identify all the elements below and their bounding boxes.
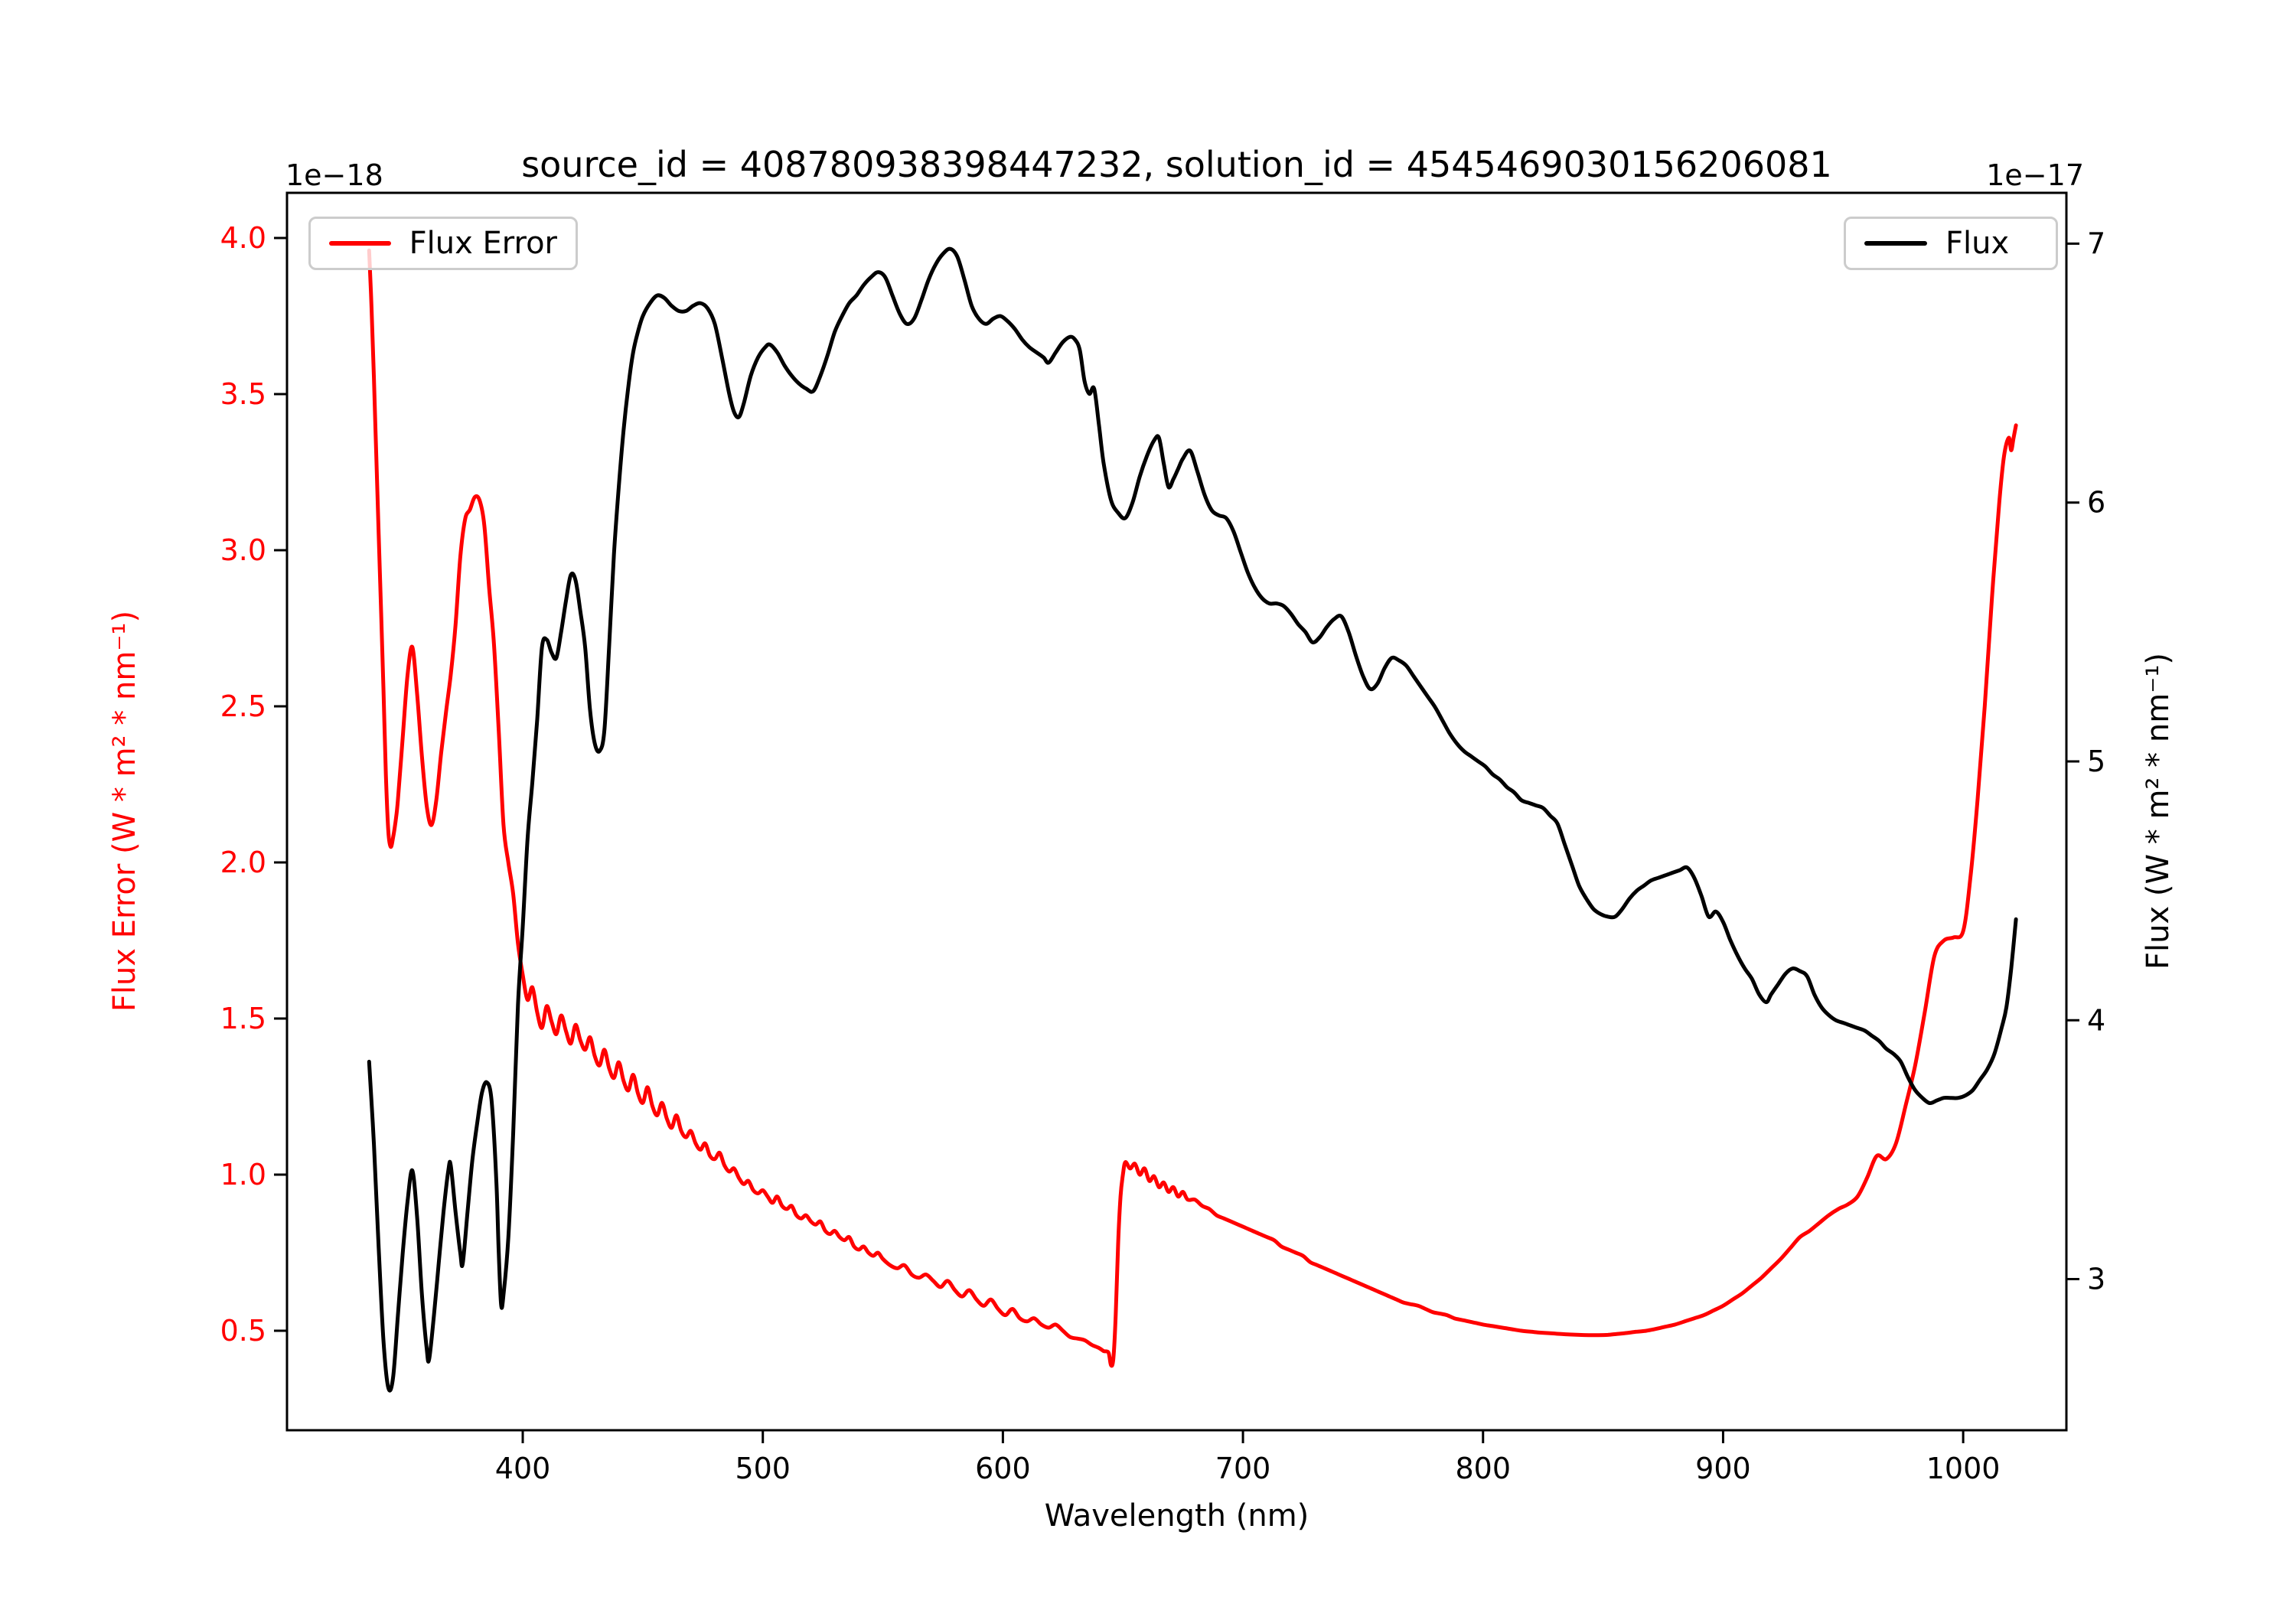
x-tick-label: 800 xyxy=(1455,1452,1511,1485)
legend-flux-error: Flux Error xyxy=(308,217,578,270)
y-tick-label-right: 7 xyxy=(2087,227,2105,260)
y-tick-label-left: 1.5 xyxy=(220,1002,266,1035)
axes-frame xyxy=(285,191,2068,1432)
y-axis-left-label: Flux Error (W * m² * nm⁻¹) xyxy=(107,610,142,1012)
legend-flux: Flux xyxy=(1844,217,2058,270)
y-tick-label-right: 4 xyxy=(2087,1003,2105,1037)
x-tick-label: 900 xyxy=(1695,1452,1751,1485)
y-tick-label-left: 4.0 xyxy=(220,221,266,255)
flux-line-swatch xyxy=(1864,241,1927,246)
legend-label-flux-error: Flux Error xyxy=(409,226,557,261)
y-tick-label-right: 3 xyxy=(2087,1263,2105,1296)
y-axis-left-offset-text: 1e−18 xyxy=(285,158,383,192)
y-tick-label-left: 3.0 xyxy=(220,533,266,567)
chart-title: source_id = 408780938398447232, solution… xyxy=(521,144,1832,185)
x-tick-label: 700 xyxy=(1215,1452,1271,1485)
y-tick-label-left: 0.5 xyxy=(220,1314,266,1348)
legend-label-flux: Flux xyxy=(1945,226,2010,261)
y-axis-right-label: Flux (W * m² * nm⁻¹) xyxy=(2141,653,2176,970)
y-tick-label-left: 1.0 xyxy=(220,1158,266,1191)
series-line-flux-error xyxy=(367,248,2018,1368)
x-tick-label: 1000 xyxy=(1926,1452,2001,1485)
y-tick-label-left: 2.0 xyxy=(220,846,266,879)
x-axis-label: Wavelength (nm) xyxy=(1044,1498,1309,1534)
x-tick-label: 600 xyxy=(975,1452,1031,1485)
y-axis-right-offset-text: 1e−17 xyxy=(1986,158,2084,192)
y-tick-label-right: 6 xyxy=(2087,486,2105,520)
y-tick-label-left: 2.5 xyxy=(220,689,266,723)
x-tick-label: 400 xyxy=(495,1452,551,1485)
series-line-flux xyxy=(367,246,2018,1393)
y-tick-label-right: 5 xyxy=(2087,745,2105,778)
y-tick-label-left: 3.5 xyxy=(220,377,266,411)
x-tick-label: 500 xyxy=(735,1452,791,1485)
flux-error-line-swatch xyxy=(329,241,391,246)
